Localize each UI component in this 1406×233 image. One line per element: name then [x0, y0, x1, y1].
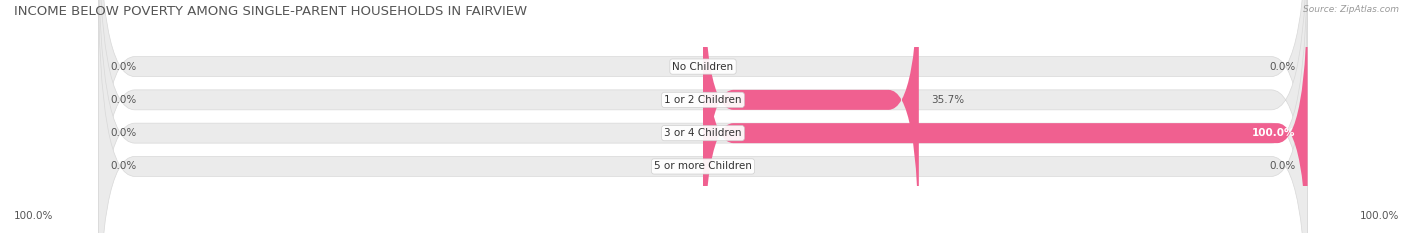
Text: 100.0%: 100.0% — [14, 211, 53, 221]
FancyBboxPatch shape — [703, 0, 1308, 233]
FancyBboxPatch shape — [98, 0, 1308, 233]
Text: Source: ZipAtlas.com: Source: ZipAtlas.com — [1303, 5, 1399, 14]
Text: 0.0%: 0.0% — [111, 95, 136, 105]
Text: 3 or 4 Children: 3 or 4 Children — [664, 128, 742, 138]
Text: No Children: No Children — [672, 62, 734, 72]
Text: 0.0%: 0.0% — [1270, 161, 1295, 171]
Text: 100.0%: 100.0% — [1251, 128, 1295, 138]
Text: 0.0%: 0.0% — [1270, 62, 1295, 72]
Text: 100.0%: 100.0% — [1360, 211, 1399, 221]
Text: 5 or more Children: 5 or more Children — [654, 161, 752, 171]
FancyBboxPatch shape — [98, 0, 1308, 233]
Text: 0.0%: 0.0% — [111, 161, 136, 171]
Text: 35.7%: 35.7% — [931, 95, 965, 105]
Text: INCOME BELOW POVERTY AMONG SINGLE-PARENT HOUSEHOLDS IN FAIRVIEW: INCOME BELOW POVERTY AMONG SINGLE-PARENT… — [14, 5, 527, 18]
FancyBboxPatch shape — [703, 0, 920, 233]
Text: 0.0%: 0.0% — [111, 62, 136, 72]
Text: 1 or 2 Children: 1 or 2 Children — [664, 95, 742, 105]
FancyBboxPatch shape — [98, 0, 1308, 233]
FancyBboxPatch shape — [98, 0, 1308, 233]
Text: 0.0%: 0.0% — [111, 128, 136, 138]
